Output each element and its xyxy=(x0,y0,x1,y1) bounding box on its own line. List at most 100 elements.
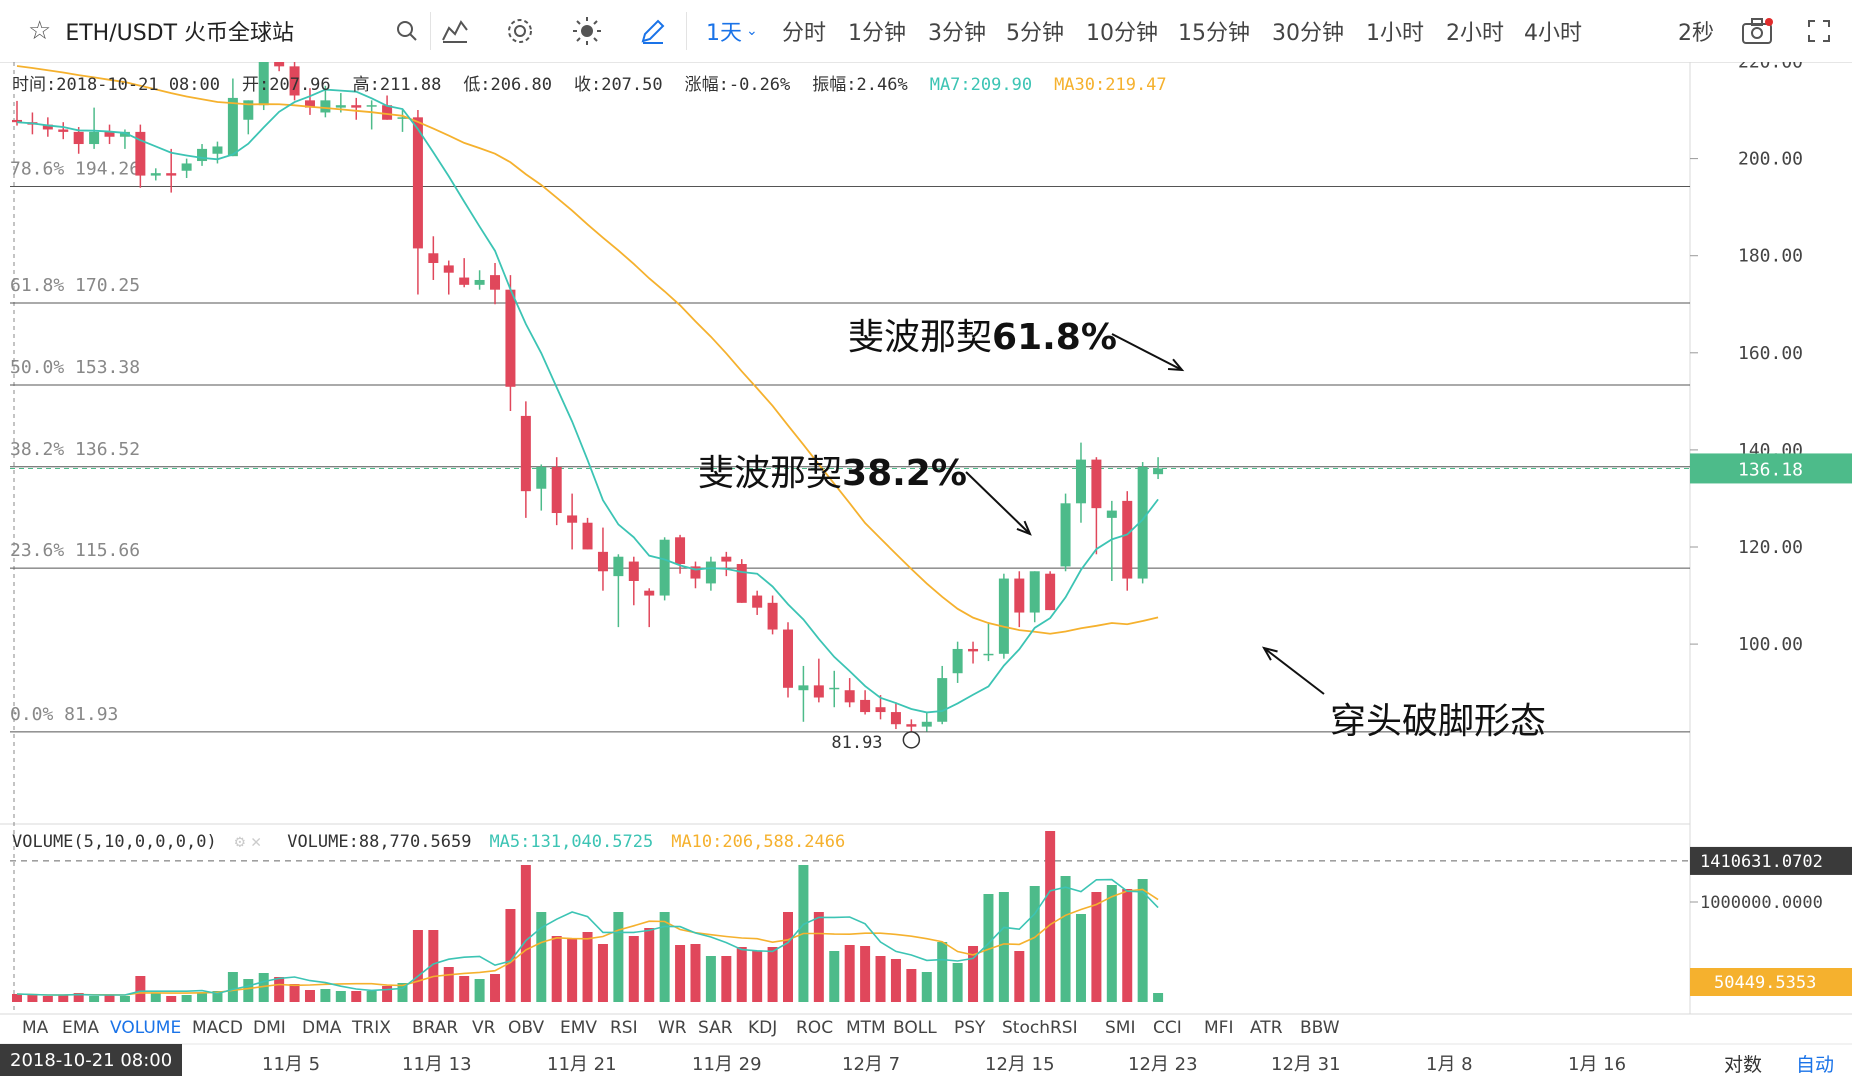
indicator-tab-roc[interactable]: ROC xyxy=(796,1018,834,1038)
indicator-tab-atr[interactable]: ATR xyxy=(1250,1018,1283,1038)
volume-title: VOLUME(5,10,0,0,0,0) xyxy=(12,832,217,852)
indicator-icon[interactable] xyxy=(438,14,472,48)
toolbar-divider xyxy=(430,12,431,50)
volume-bar xyxy=(135,976,146,1002)
volume-bar xyxy=(12,994,22,1002)
candle-body xyxy=(536,466,547,489)
volume-bar xyxy=(366,991,377,1002)
interval-1[interactable]: 1分钟 xyxy=(848,21,906,46)
indicator-tab-dma[interactable]: DMA xyxy=(302,1018,342,1038)
price-tick-3: 160.00 xyxy=(1738,343,1803,364)
interval-0[interactable]: 分时 xyxy=(782,21,827,46)
candle-body xyxy=(705,561,716,584)
symbol-name: ETH/USDT 火币全球站 xyxy=(65,21,295,46)
indicator-tab-wr[interactable]: WR xyxy=(658,1018,687,1038)
draw-pencil-icon[interactable] xyxy=(636,14,670,48)
interval-dropdown[interactable]: 1天 ⌄ xyxy=(706,0,758,62)
indicator-tab-sar[interactable]: SAR xyxy=(698,1018,733,1038)
time-axis-label: 12月 23 xyxy=(1128,1054,1198,1075)
indicator-tab-bbw[interactable]: BBW xyxy=(1300,1018,1340,1038)
interval-7[interactable]: 1小时 xyxy=(1366,21,1424,46)
volume-bar xyxy=(875,956,886,1002)
volume-close-icon[interactable]: ✕ xyxy=(250,832,262,852)
volume-bar xyxy=(1106,885,1117,1002)
indicator-tab-dmi[interactable]: DMI xyxy=(253,1018,286,1038)
candle-body xyxy=(135,131,146,176)
volume-bar xyxy=(890,959,901,1002)
candle-body xyxy=(690,566,701,579)
theme-sun-icon[interactable] xyxy=(570,14,604,48)
indicator-tab-brar[interactable]: BRAR xyxy=(412,1018,459,1038)
interval-6[interactable]: 30分钟 xyxy=(1272,21,1344,46)
volume-bar xyxy=(1060,876,1071,1002)
volume-bar xyxy=(1137,879,1148,1002)
candle-body xyxy=(289,66,300,96)
indicator-tab-mtm[interactable]: MTM xyxy=(846,1018,886,1038)
interval-9[interactable]: 4小时 xyxy=(1524,21,1582,46)
volume-bar xyxy=(382,986,393,1002)
indicator-tab-kdj[interactable]: KDJ xyxy=(748,1018,778,1038)
camera-icon[interactable] xyxy=(1740,14,1774,48)
candle-body xyxy=(12,119,22,123)
candle-body xyxy=(983,653,994,656)
indicator-tab-rsi[interactable]: RSI xyxy=(610,1018,638,1038)
search-icon[interactable] xyxy=(390,14,424,48)
interval-2[interactable]: 3分钟 xyxy=(928,21,986,46)
candle-body xyxy=(243,100,254,120)
time-axis-label: 11月 13 xyxy=(402,1054,472,1075)
volume-bar xyxy=(675,945,686,1002)
candle-body xyxy=(1106,510,1117,518)
indicator-tab-trix[interactable]: TRIX xyxy=(352,1018,391,1038)
volume-bar xyxy=(520,865,531,1002)
ma30-line xyxy=(16,65,1159,635)
volume-bar xyxy=(937,942,948,1002)
indicator-tab-psy[interactable]: PSY xyxy=(954,1018,986,1038)
indicator-tab-smi[interactable]: SMI xyxy=(1105,1018,1136,1038)
candle-body xyxy=(1014,578,1025,613)
fib-label-6: 0.0% 81.93 xyxy=(10,704,118,725)
indicator-tab-boll[interactable]: BOLL xyxy=(893,1018,937,1038)
candle-body xyxy=(119,131,130,137)
indicator-tab-cci[interactable]: CCI xyxy=(1153,1018,1182,1038)
info-change: 涨幅:-0.26% xyxy=(684,75,791,95)
interval-4[interactable]: 10分钟 xyxy=(1086,21,1158,46)
candle-body xyxy=(860,699,871,713)
fullscreen-icon[interactable] xyxy=(1802,14,1836,48)
candle-body xyxy=(613,556,624,577)
indicator-tab-ma[interactable]: MA xyxy=(22,1018,49,1038)
interval-8[interactable]: 2小时 xyxy=(1446,21,1504,46)
volume-bar xyxy=(505,909,516,1002)
volume-bar xyxy=(968,946,979,1002)
volume-bar xyxy=(459,976,470,1002)
candle-body xyxy=(1029,571,1040,613)
candle-body xyxy=(798,685,809,691)
indicator-tab-mfi[interactable]: MFI xyxy=(1204,1018,1234,1038)
indicator-tab-obv[interactable]: OBV xyxy=(508,1018,545,1038)
settings-gear-icon[interactable] xyxy=(503,14,537,48)
interval-3[interactable]: 5分钟 xyxy=(1006,21,1064,46)
auto-scale-toggle[interactable]: 自动 xyxy=(1796,1054,1835,1076)
volume-bar xyxy=(104,995,115,1002)
indicator-tab-emv[interactable]: EMV xyxy=(560,1018,598,1038)
ma7-line xyxy=(16,88,1159,714)
time-axis-label: 1月 8 xyxy=(1426,1054,1473,1075)
volume-bar xyxy=(983,894,994,1002)
refresh-interval[interactable]: 2秒 xyxy=(1678,21,1714,46)
symbol-selector[interactable]: ☆ ETH/USDT 火币全球站 xyxy=(28,0,294,62)
volume-ma5: MA5:131,040.5725 xyxy=(489,832,654,852)
volume-bar xyxy=(783,912,793,1002)
volume-bar xyxy=(721,956,732,1002)
indicator-tab-vr[interactable]: VR xyxy=(472,1018,496,1038)
indicator-tab-volume[interactable]: VOLUME xyxy=(110,1018,182,1038)
volume-bar xyxy=(1075,914,1086,1002)
time-axis-label: 11月 5 xyxy=(262,1054,321,1075)
indicator-tab-ema[interactable]: EMA xyxy=(62,1018,100,1038)
volume-settings-icon[interactable]: ⚙ xyxy=(234,832,245,852)
log-scale-toggle[interactable]: 对数 xyxy=(1724,1054,1763,1076)
interval-5[interactable]: 15分钟 xyxy=(1178,21,1250,46)
indicator-tab-macd[interactable]: MACD xyxy=(192,1018,243,1038)
indicator-tab-stochrsi[interactable]: StochRSI xyxy=(1002,1018,1078,1038)
star-icon[interactable]: ☆ xyxy=(28,16,52,46)
candle-body xyxy=(736,563,747,603)
